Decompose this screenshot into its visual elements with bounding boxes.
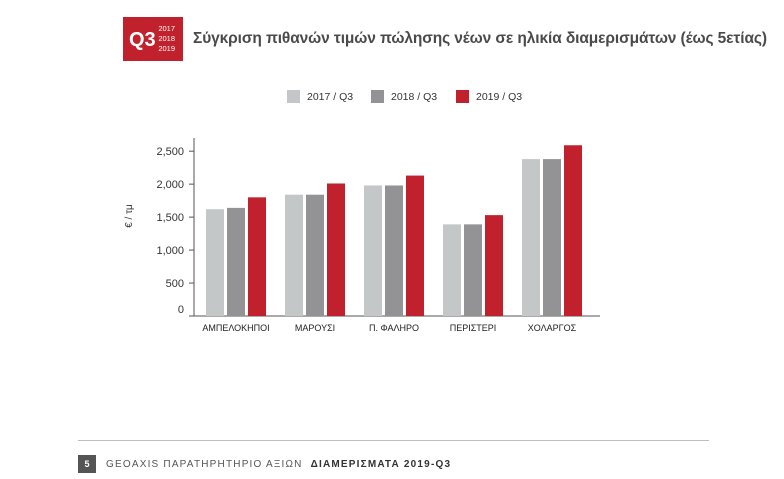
footer-text: GEOAXIS ΠΑΡΑΤΗΡΗΤΗΡΙΟ ΑΞΙΩΝ ΔΙΑΜΕΡΙΣΜΑΤΑ… [106, 459, 451, 470]
x-tick-label: ΧΟΛΑΡΓΟΣ [528, 323, 577, 333]
bar [406, 175, 424, 316]
legend-item-2017: 2017 / Q3 [287, 90, 353, 103]
footer-report-title: ΔΙΑΜΕΡΙΣΜΑΤΑ 2019-Q3 [310, 459, 452, 470]
legend-swatch-2017 [287, 90, 300, 103]
bar [543, 159, 561, 316]
footer-divider [78, 440, 709, 441]
y-tick-label: 2,000 [156, 179, 184, 191]
legend-swatch-2018 [371, 90, 384, 103]
legend-label-2017: 2017 / Q3 [307, 90, 354, 103]
badge-year-1: 2017 [158, 24, 175, 33]
legend-label-2018: 2018 / Q3 [391, 90, 438, 103]
bar [564, 145, 582, 316]
bar [285, 194, 303, 316]
bar [464, 224, 482, 316]
y-tick-label: 2,500 [156, 146, 184, 158]
bar [485, 215, 503, 316]
x-tick-label: ΠΕΡΙΣΤΕΡΙ [450, 323, 497, 333]
x-tick-label: Π. ΦΑΛΗΡΟ [369, 323, 419, 333]
bar [248, 197, 266, 316]
x-tick-label: ΑΜΠΕΛΟΚΗΠΟΙ [202, 323, 269, 333]
bar [227, 207, 245, 316]
bar [443, 224, 461, 316]
bar [306, 194, 324, 316]
legend-swatch-2019 [456, 90, 469, 103]
legend-item-2019: 2019 / Q3 [456, 90, 522, 103]
footer-source: GEOAXIS ΠΑΡΑΤΗΡΗΤΗΡΙΟ ΑΞΙΩΝ [106, 459, 303, 470]
x-tick-label: ΜΑΡΟΥΣΙ [295, 323, 335, 333]
y-axis-title: € / τμ [124, 204, 135, 228]
y-tick-label: 0 [178, 304, 184, 316]
bar [327, 183, 345, 316]
bar [385, 185, 403, 316]
page-title: Σύγκριση πιθανών τιμών πώλησης νέων σε η… [193, 30, 767, 47]
bar [522, 159, 540, 316]
badge-quarter: Q3 [129, 29, 156, 51]
badge-year-3: 2019 [158, 44, 175, 53]
badge-years: 2017 2018 2019 [158, 24, 175, 54]
legend-item-2018: 2018 / Q3 [371, 90, 437, 103]
bar [364, 185, 382, 316]
page-number: 5 [78, 455, 96, 473]
legend-label-2019: 2019 / Q3 [476, 90, 523, 103]
badge-year-2: 2018 [158, 34, 175, 43]
y-tick-label: 1,500 [156, 212, 184, 224]
y-tick-label: 500 [166, 278, 184, 290]
bar [206, 209, 224, 316]
quarter-badge: Q3 2017 2018 2019 [123, 17, 183, 61]
y-tick-label: 1,000 [156, 245, 184, 257]
